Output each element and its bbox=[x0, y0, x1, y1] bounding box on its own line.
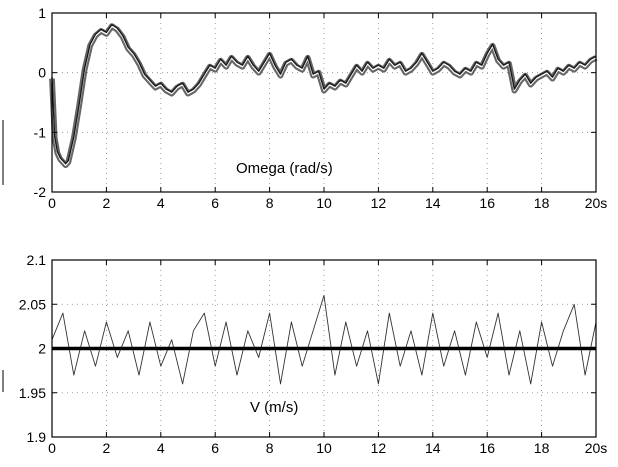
x-tick-label: 10 bbox=[316, 440, 332, 456]
y-tick-label: 1.9 bbox=[27, 429, 47, 445]
x-tick-label: 0 bbox=[48, 440, 56, 456]
y-tick-label: 1 bbox=[38, 5, 46, 21]
y-tick-label: 1.95 bbox=[19, 385, 46, 401]
series-line bbox=[51, 23, 597, 165]
series-line-shadow bbox=[49, 23, 598, 169]
x-tick-label: 4 bbox=[157, 440, 165, 456]
x-tick-label: 20s bbox=[585, 440, 608, 456]
x-tick-label: 2 bbox=[103, 440, 111, 456]
x-tick-label: 2 bbox=[103, 195, 111, 211]
y-tick-label: -2 bbox=[34, 184, 47, 200]
plot-annotation: V (m/s) bbox=[250, 399, 298, 416]
x-tick-label: 16 bbox=[479, 195, 495, 211]
x-tick-label: 12 bbox=[371, 440, 387, 456]
x-tick-label: 14 bbox=[425, 440, 441, 456]
x-tick-label: 6 bbox=[211, 195, 219, 211]
x-tick-label: 18 bbox=[534, 195, 550, 211]
y-tick-label: 0 bbox=[38, 65, 46, 81]
x-tick-label: 10 bbox=[316, 195, 332, 211]
x-tick-label: 8 bbox=[266, 440, 274, 456]
series-line-inner bbox=[51, 25, 597, 166]
x-tick-label: 0 bbox=[48, 195, 56, 211]
x-tick-label: 14 bbox=[425, 195, 441, 211]
velocity-plot: 0 2 4 6 8 10 12 14 16 18 20s 1.9 1.95 2 2.05 2.1 V (m/s) bbox=[19, 252, 608, 456]
series-line bbox=[51, 294, 597, 385]
y-tick-label: 2.05 bbox=[19, 296, 46, 312]
x-tick-label: 20s bbox=[585, 195, 608, 211]
y-tick-label: -1 bbox=[34, 124, 47, 140]
x-tick-label: 18 bbox=[534, 440, 550, 456]
x-tick-label: 8 bbox=[266, 195, 274, 211]
x-tick-label: 4 bbox=[157, 195, 165, 211]
omega-plot: 0 2 4 6 8 10 12 14 16 18 20s -2 -1 0 1 Omega (rad/s) bbox=[34, 5, 608, 211]
x-tick-label: 6 bbox=[211, 440, 219, 456]
plot-annotation: Omega (rad/s) bbox=[236, 160, 333, 177]
x-tick-label: 16 bbox=[479, 440, 495, 456]
y-tick-label: 2 bbox=[38, 341, 46, 357]
y-tick-label: 2.1 bbox=[27, 252, 47, 268]
x-tick-label: 12 bbox=[371, 195, 387, 211]
